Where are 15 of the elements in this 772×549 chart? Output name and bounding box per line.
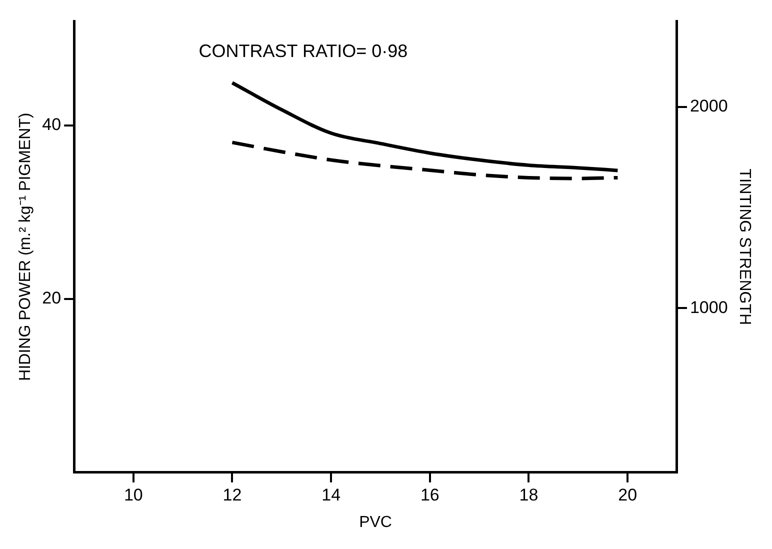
x-axis-title: PVC: [359, 514, 392, 531]
annotation: CONTRAST RATIO= 0·98: [198, 41, 408, 62]
x-tick-label: 12: [222, 485, 242, 504]
y-tick-label: 40: [42, 115, 62, 134]
y2-axis-title: TINTING STRENGTH: [736, 168, 753, 326]
x-tick-label: 10: [124, 485, 143, 504]
y2-tick-label: 2000: [690, 96, 728, 116]
y-axis-title: HIDING POWER (m.² kg⁻¹ PIGMENT): [17, 112, 34, 381]
line-series: [230, 81, 620, 172]
x-tick-label: 16: [420, 485, 440, 504]
line-series: [230, 140, 620, 180]
x-tick-label: 14: [322, 485, 341, 504]
y2-tick-label: 1000: [690, 298, 728, 317]
x-tick-label: 18: [519, 485, 538, 504]
x-tick-label: 20: [618, 485, 638, 504]
